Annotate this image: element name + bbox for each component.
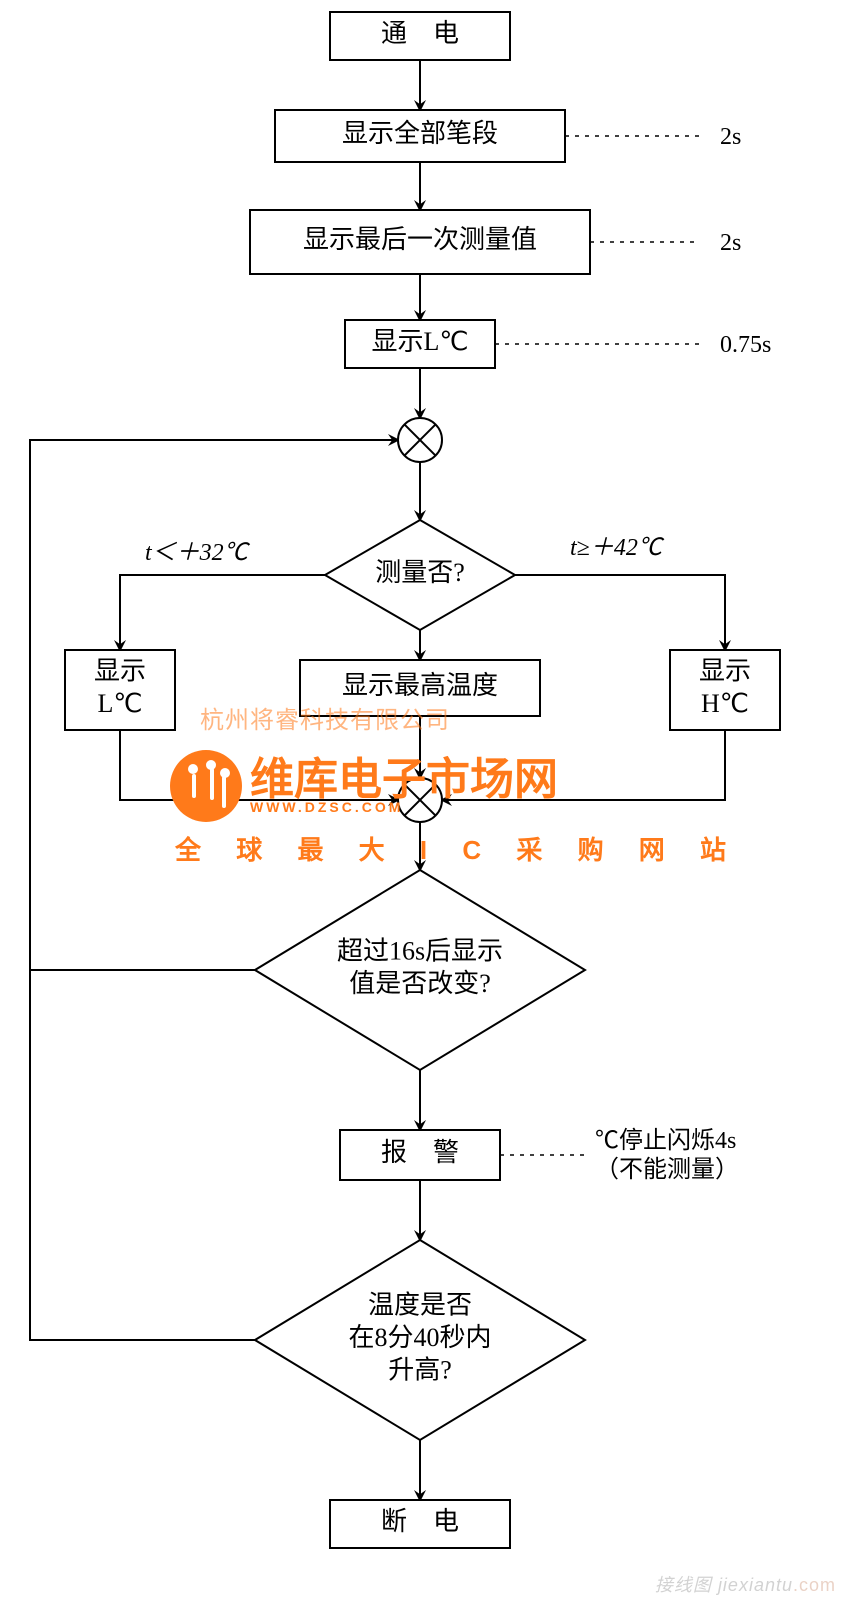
branch-condition-label: t≥＋42℃ bbox=[570, 535, 665, 561]
svg-text:显示全部笔段: 显示全部笔段 bbox=[342, 119, 498, 148]
bottom-watermark-en: jiexiantu bbox=[718, 1575, 793, 1595]
annotation-label: 0.75s bbox=[720, 332, 771, 358]
svg-text:通 电: 通 电 bbox=[381, 19, 459, 48]
svg-text:显示L℃: 显示L℃ bbox=[371, 327, 468, 356]
svg-text:显示最后一次测量值: 显示最后一次测量值 bbox=[303, 225, 537, 254]
edge bbox=[442, 730, 725, 800]
annotation-label: ℃停止闪烁4s（不能测量） bbox=[595, 1127, 739, 1183]
edge bbox=[120, 575, 325, 650]
svg-text:显示最高温度: 显示最高温度 bbox=[342, 671, 498, 700]
edge bbox=[120, 730, 398, 800]
flowchart-canvas: 通 电显示全部笔段显示最后一次测量值显示L℃测量否?显示L℃显示最高温度显示H℃… bbox=[0, 0, 856, 1609]
bottom-watermark-cn: 接线图 bbox=[655, 1575, 712, 1595]
annotation-label: 2s bbox=[720, 124, 741, 150]
svg-text:报 警: 报 警 bbox=[381, 1138, 459, 1167]
edge bbox=[515, 575, 725, 650]
svg-text:断 电: 断 电 bbox=[381, 1507, 459, 1536]
svg-text:测量否?: 测量否? bbox=[375, 558, 465, 587]
bottom-watermark-domain: .com bbox=[793, 1575, 836, 1595]
branch-condition-label: t＜＋32℃ bbox=[145, 540, 251, 566]
bottom-watermark: 接线图 jiexiantu.com bbox=[655, 1571, 836, 1597]
annotation-label: 2s bbox=[720, 230, 741, 256]
